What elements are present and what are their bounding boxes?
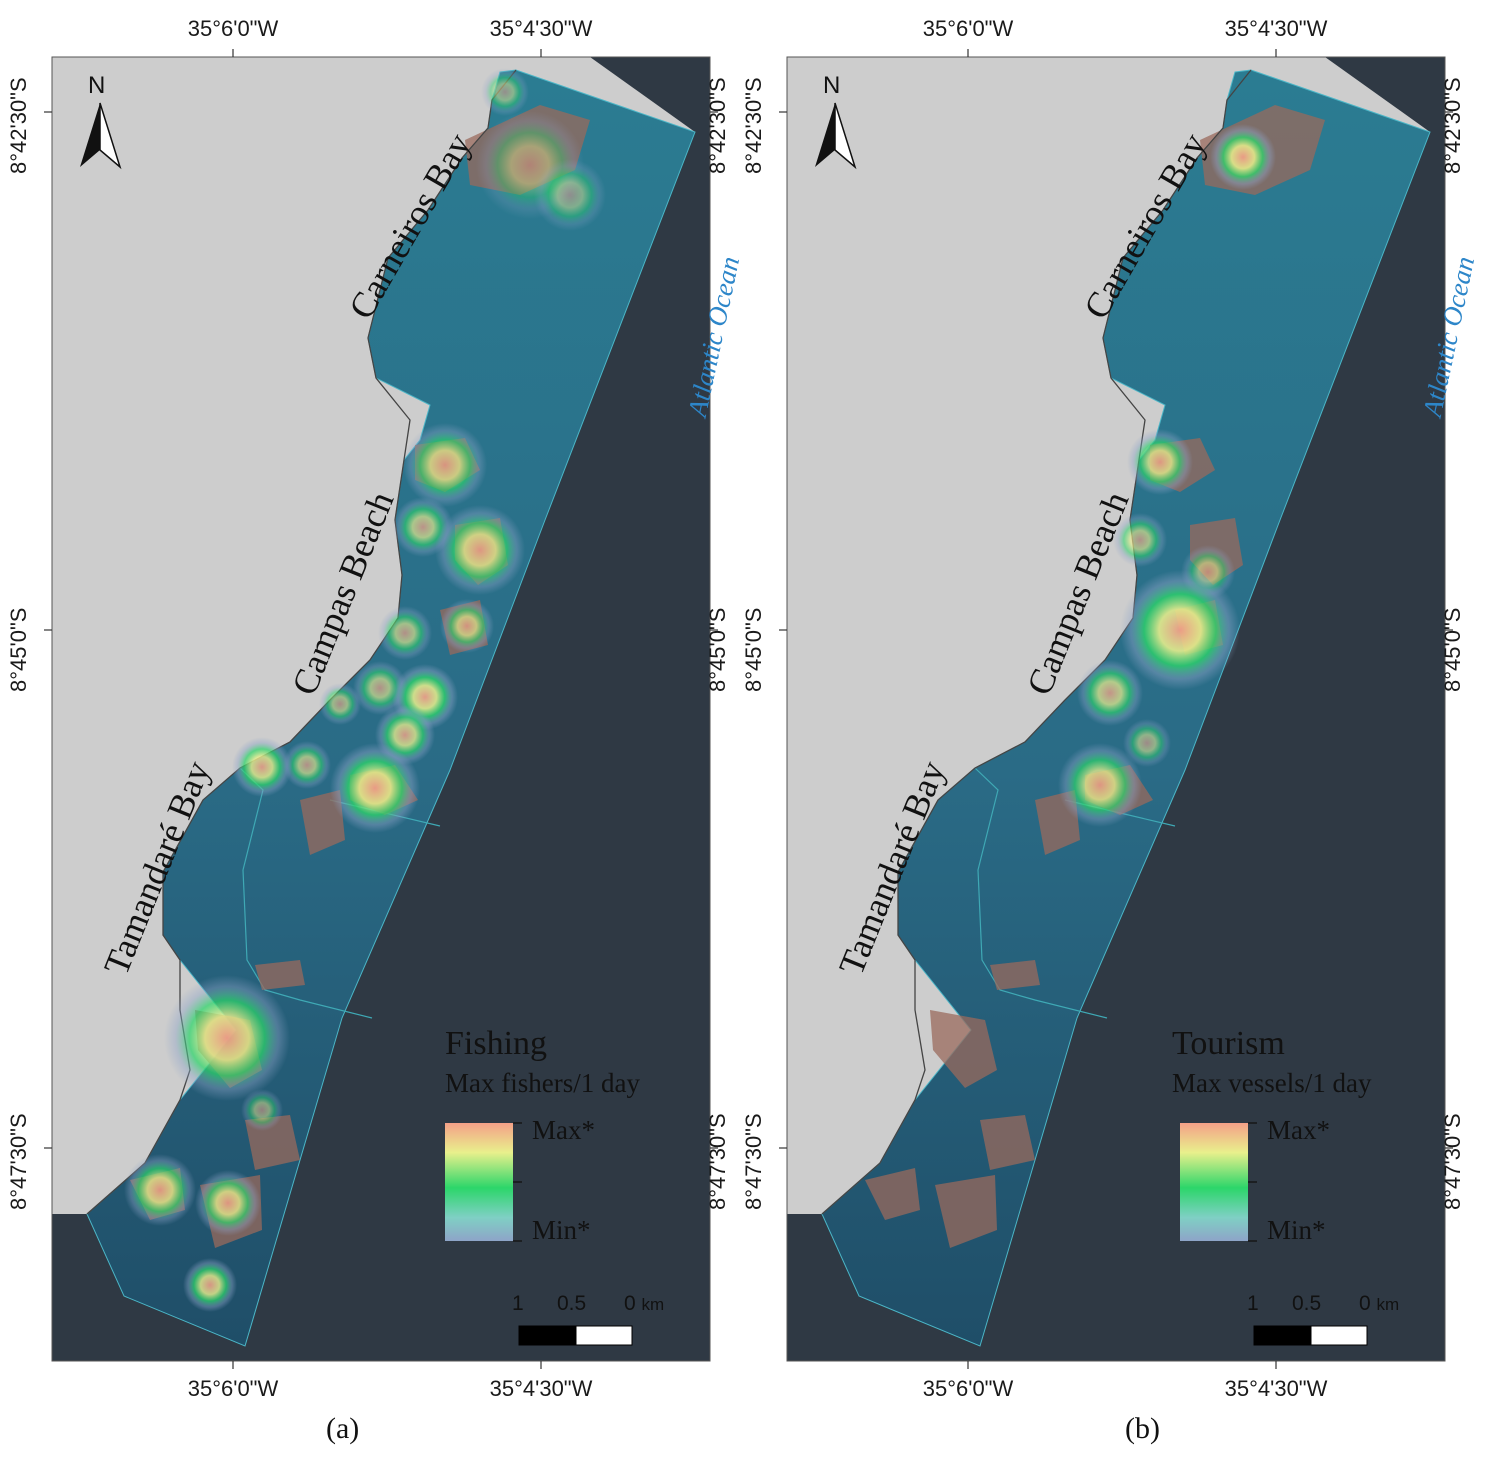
map-panel-a: 35°6'0"W 35°4'30"W 35°6'0"W 35°4'30"W 8°… <box>6 16 745 1445</box>
map-panel-b: 35°6'0"W 35°4'30"W 35°6'0"W 35°4'30"W 8°… <box>735 0 1485 1467</box>
lat-label-left-1: 8°42'30"S <box>6 77 31 174</box>
heat-spot-icon <box>283 741 331 789</box>
scale-zero: 0 <box>1359 1292 1371 1315</box>
heat-spot-icon <box>183 1258 237 1312</box>
legend-max-label: Max* <box>532 1115 595 1145</box>
lat-label-right-3: 8°47'30"S <box>1440 1113 1465 1210</box>
scale-label-0: 0 km <box>1359 1292 1399 1316</box>
legend-color-bar <box>445 1123 513 1241</box>
heat-spot-icon <box>232 737 292 797</box>
heat-spot-icon <box>164 975 290 1101</box>
heat-spot-icon <box>319 683 361 725</box>
scale-label-1: 1 <box>512 1292 524 1315</box>
legend-title: Tourism <box>1172 1025 1285 1062</box>
heat-spot-icon <box>195 1170 261 1236</box>
north-arrow-right <box>834 102 857 170</box>
lat-label-right-2: 8°45'0"S <box>705 607 730 692</box>
scale-label-1: 1 <box>1247 1292 1259 1315</box>
heat-spot-icon <box>1127 429 1193 495</box>
legend-max-label: Max* <box>1267 1115 1330 1145</box>
lon-label-top-1: 35°6'0"W <box>187 16 279 41</box>
map-canvas-a <box>44 49 718 1369</box>
lat-label-left-3: 8°47'30"S <box>6 1113 31 1210</box>
north-label: N <box>823 72 841 99</box>
heat-spot-icon <box>1210 124 1276 190</box>
scale-bar-black <box>518 1325 577 1346</box>
legend-title: Fishing <box>445 1025 548 1062</box>
lon-label-bottom-1: 35°6'0"W <box>187 1376 279 1401</box>
heat-spot-icon <box>1113 513 1167 567</box>
scale-unit: km <box>1376 1295 1400 1314</box>
lon-label-bottom-2: 35°4'30"W <box>1224 1376 1328 1401</box>
scale-zero: 0 <box>624 1292 636 1315</box>
reef-patch <box>935 1175 997 1248</box>
scale-bar-white <box>575 1325 633 1346</box>
lon-label-top-1: 35°6'0"W <box>922 16 1014 41</box>
lon-label-bottom-1: 35°6'0"W <box>922 1376 1014 1401</box>
lat-label-right-2: 8°45'0"S <box>1440 607 1465 692</box>
reef-patch <box>990 960 1040 990</box>
heat-spot-icon <box>534 159 606 231</box>
north-arrow-icon <box>815 102 857 170</box>
reef-patch <box>980 1115 1035 1170</box>
heat-spot-icon <box>435 505 525 595</box>
heat-spot-icon <box>1058 743 1142 827</box>
zoning-line <box>974 767 1108 1019</box>
lat-label-left-2: 8°45'0"S <box>741 607 766 692</box>
lon-label-top-2: 35°4'30"W <box>489 16 593 41</box>
legend-min-label: Min* <box>1267 1215 1326 1245</box>
heat-spot-icon <box>1123 719 1171 767</box>
reef-patch <box>865 1168 920 1220</box>
legend-min-label: Min* <box>532 1215 591 1245</box>
reef-patch <box>300 790 345 855</box>
heat-spot-icon <box>124 1154 196 1226</box>
legend-subtitle: Max vessels/1 day <box>1172 1068 1372 1098</box>
north-arrow-right <box>99 102 122 170</box>
north-arrow-icon <box>80 102 122 170</box>
scale-bar-white <box>1310 1325 1368 1346</box>
scale-bar-black <box>1253 1325 1312 1346</box>
map-canvas-b <box>779 49 1453 1369</box>
coastline <box>821 69 1252 1215</box>
heat-spot-icon <box>440 599 494 653</box>
scale-unit: km <box>641 1295 665 1314</box>
heat-spot-icon <box>481 68 529 116</box>
reef-patch <box>930 1010 997 1088</box>
lat-label-left-2: 8°45'0"S <box>6 607 31 692</box>
lat-label-left-1: 8°42'30"S <box>741 77 766 174</box>
heat-spot-icon <box>378 606 432 660</box>
lat-label-left-3: 8°47'30"S <box>741 1113 766 1210</box>
deep-sea <box>787 57 1445 1361</box>
lon-label-top-2: 35°4'30"W <box>1224 16 1328 41</box>
lat-label-right-3: 8°47'30"S <box>705 1113 730 1210</box>
north-arrow-left <box>80 103 100 167</box>
heat-spot-icon <box>241 1089 283 1131</box>
legend-subtitle: Max fishers/1 day <box>445 1068 640 1098</box>
scale-label-0: 0 km <box>624 1292 664 1316</box>
heat-spot-icon <box>403 423 487 507</box>
scale-label-half: 0.5 <box>1292 1292 1322 1315</box>
reef-patch <box>255 960 305 990</box>
legend-color-bar <box>1180 1123 1248 1241</box>
caption-a: (a) <box>326 1412 360 1445</box>
lat-label-right-1: 8°42'30"S <box>705 77 730 174</box>
lon-label-bottom-2: 35°4'30"W <box>489 1376 593 1401</box>
lat-label-right-1: 8°42'30"S <box>1440 77 1465 174</box>
heat-spot-icon <box>1077 660 1143 726</box>
heat-spot-icon <box>330 743 420 833</box>
heat-spot-icon <box>1120 570 1240 690</box>
map-frame <box>786 56 1446 1362</box>
north-label: N <box>88 72 106 99</box>
north-arrow-left <box>815 103 835 167</box>
caption-b: (b) <box>1125 1412 1160 1445</box>
map-frame <box>51 56 711 1362</box>
deep-sea <box>52 57 710 1361</box>
scale-label-half: 0.5 <box>557 1292 587 1315</box>
